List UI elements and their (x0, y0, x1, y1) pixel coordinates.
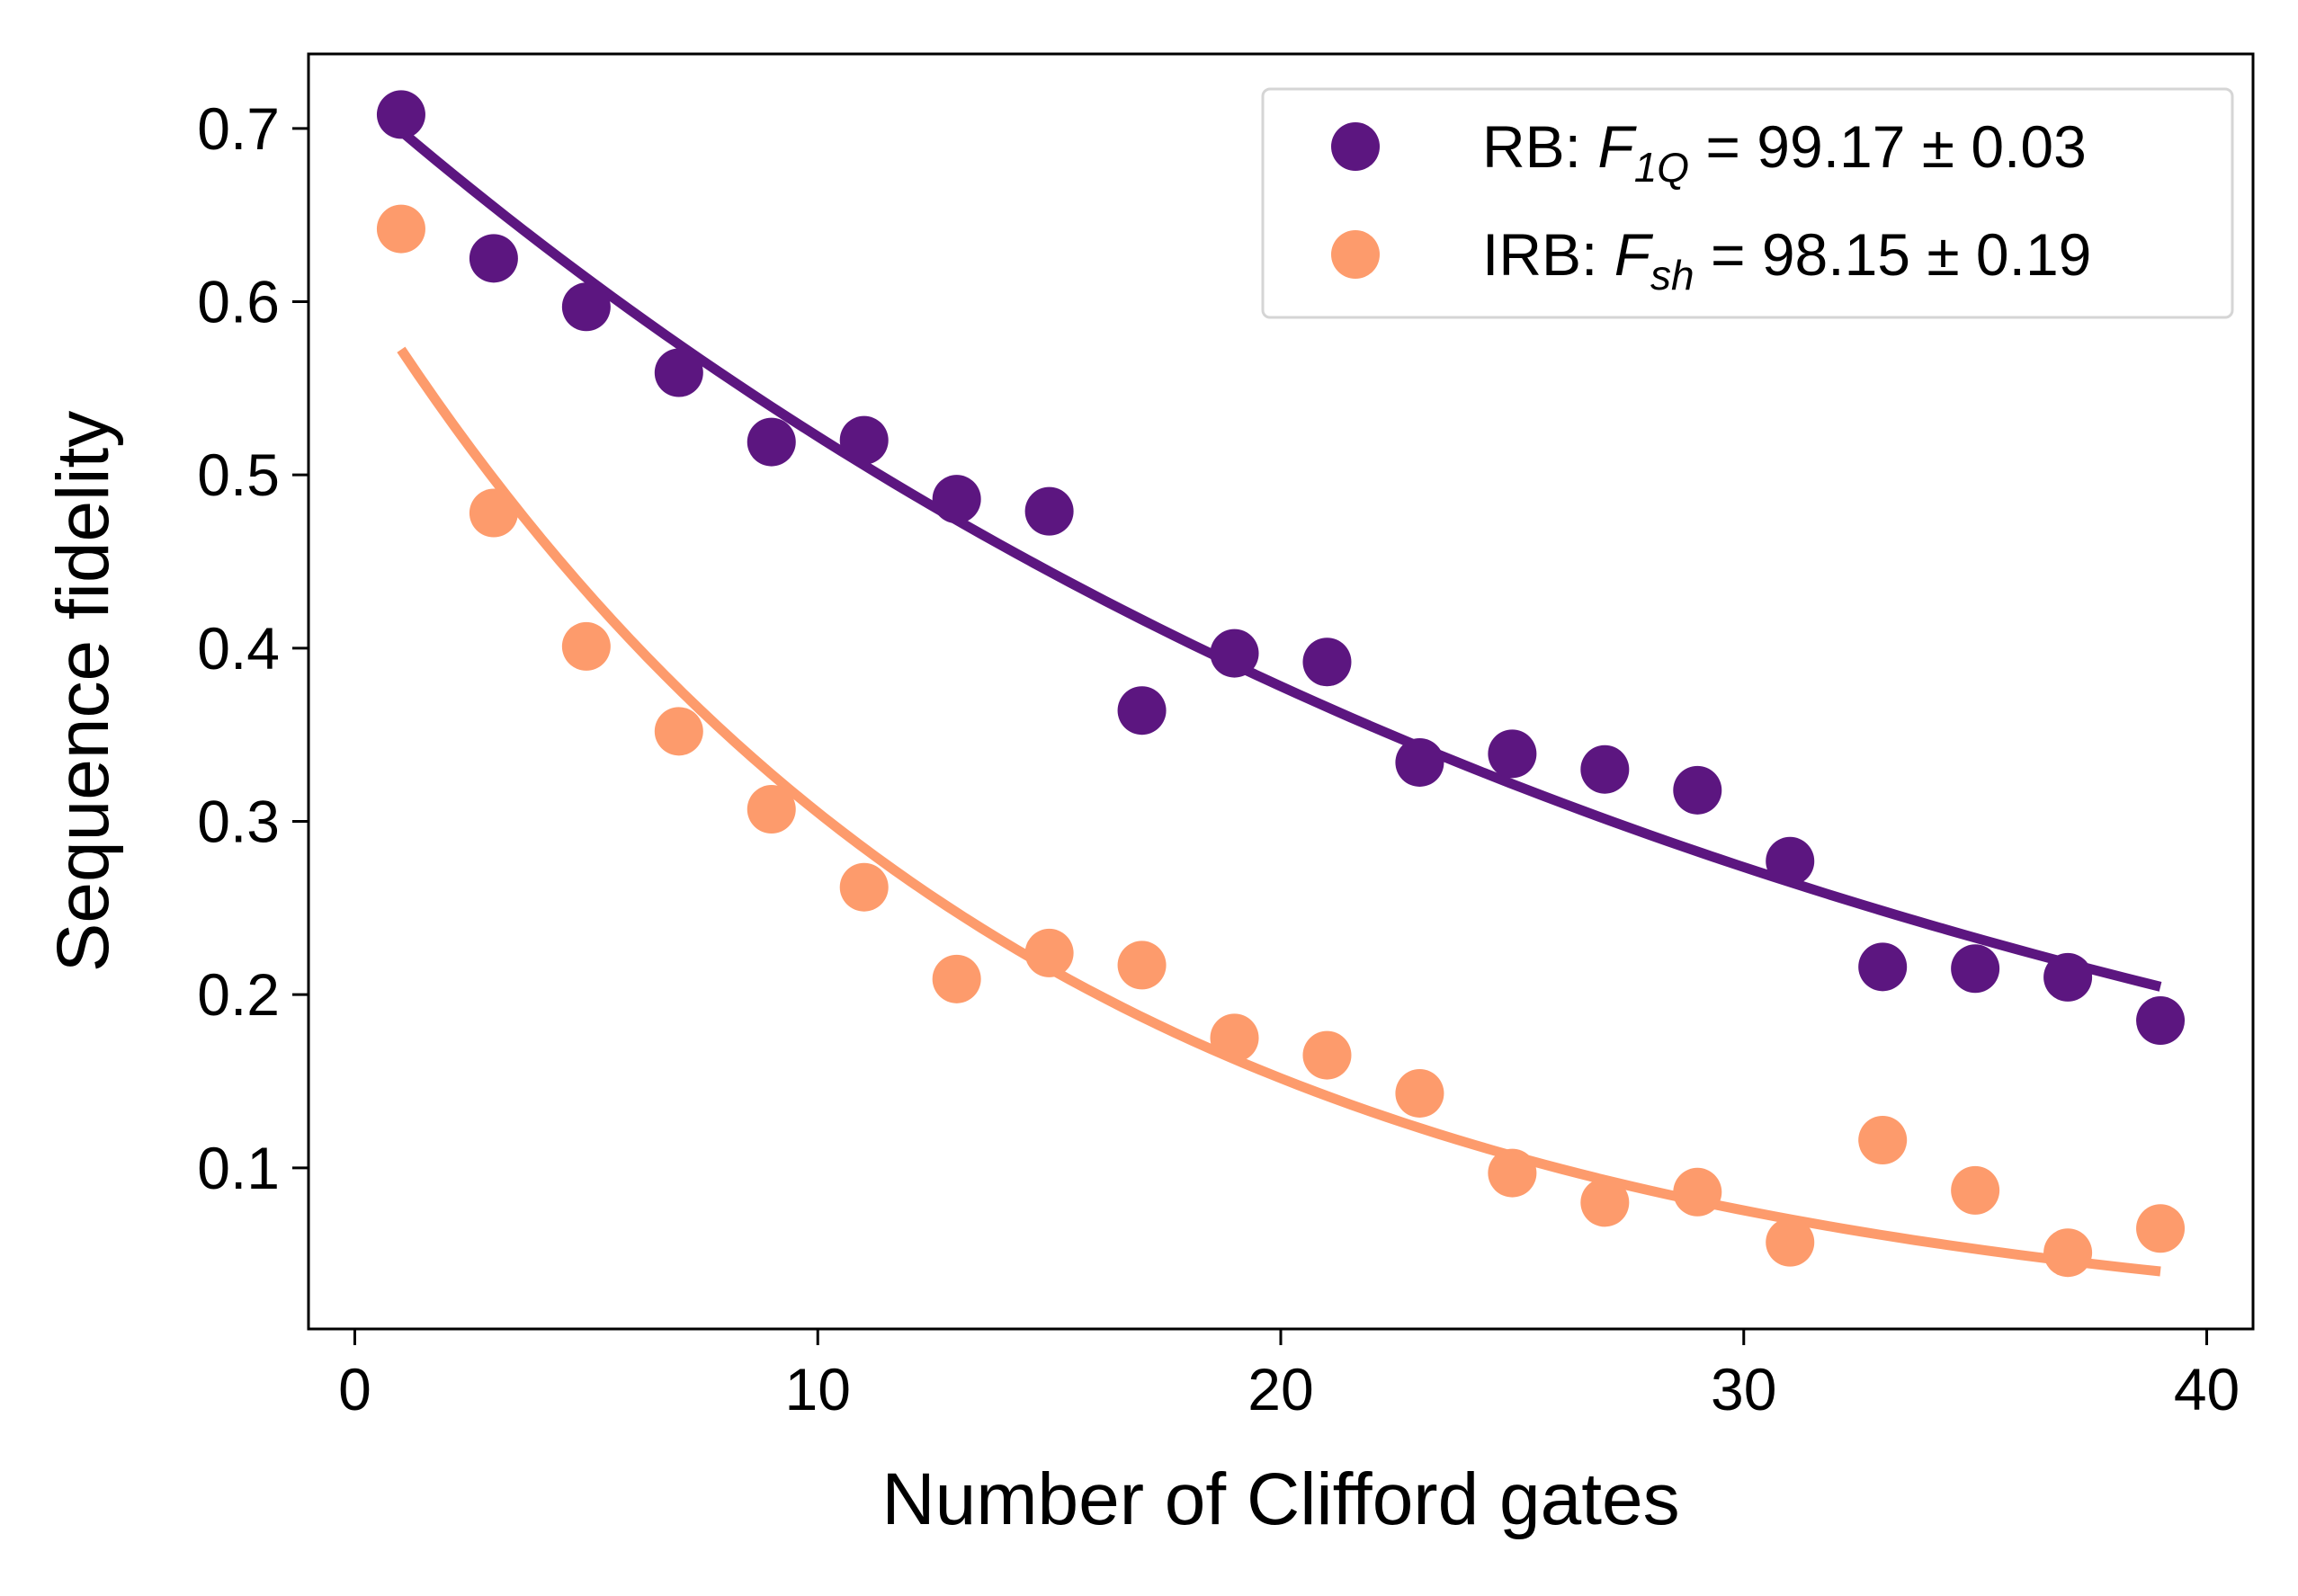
irb-data-point (1488, 1148, 1537, 1198)
rb-data-point (1951, 944, 2000, 994)
y-tick-label: 0.7 (197, 95, 280, 162)
rb-legend-marker (1331, 122, 1380, 171)
legend: RB: F1Q = 99.17 ± 0.03 IRB: Fsh = 98.15 ±… (1261, 87, 2234, 319)
irb-data-point (1024, 928, 1074, 977)
y-tick-label: 0.2 (197, 961, 280, 1028)
rb-data-point (932, 475, 981, 524)
irb-data-point (839, 862, 889, 912)
rb-data-point (747, 417, 796, 467)
irb-legend-marker (1331, 230, 1380, 279)
rb-data-point (1488, 729, 1537, 779)
rb-data-point (1302, 638, 1352, 687)
irb-data-point (1210, 1013, 1259, 1063)
rb-data-point (1210, 629, 1259, 678)
rb-data-point (654, 348, 703, 397)
y-axis: 0.1 0.2 0.3 0.4 0.5 0.6 0.7 (197, 95, 308, 1201)
rb-data-point (2043, 952, 2093, 1002)
rb-data-point (1395, 737, 1444, 787)
y-tick-label: 0.5 (197, 441, 280, 508)
y-tick-label: 0.6 (197, 269, 280, 335)
irb-data-point (1951, 1165, 2000, 1215)
chart-marks (376, 90, 2186, 1278)
rb-data-point (1766, 836, 1815, 886)
legend-frame (1261, 87, 2234, 319)
irb-fit-line (397, 346, 2161, 1277)
y-tick-label: 0.1 (197, 1135, 280, 1201)
y-axis-label: Sequence fidelity (42, 411, 124, 973)
x-tick-label: 40 (2174, 1356, 2240, 1422)
irb-data-point (1673, 1167, 1722, 1217)
rb-legend-label: RB: F1Q = 99.17 ± 0.03 (1482, 113, 2087, 191)
rb-data-point (1024, 486, 1074, 536)
x-tick-label: 10 (785, 1356, 851, 1422)
rb-data-point (839, 415, 889, 465)
irb-data-point (654, 707, 703, 756)
x-tick-label: 0 (338, 1356, 371, 1422)
rb-data-point (469, 234, 518, 283)
y-tick-label: 0.3 (197, 788, 280, 854)
rb-data-point (1580, 745, 1630, 794)
irb-data-point (469, 488, 518, 538)
rb-data-point (1673, 765, 1722, 815)
rb-data-point (1858, 942, 1908, 992)
irb-legend-label: IRB: Fsh = 98.15 ± 0.19 (1482, 221, 2091, 299)
irb-data-point (1117, 941, 1167, 990)
irb-data-point (747, 785, 796, 834)
irb-data-point (1766, 1217, 1815, 1267)
x-tick-label: 30 (1711, 1356, 1776, 1422)
x-tick-label: 20 (1247, 1356, 1313, 1422)
irb-data-point (932, 954, 981, 1003)
y-tick-label: 0.4 (197, 615, 280, 682)
rb-data-point (376, 90, 425, 139)
irb-data-point (2136, 1204, 2186, 1253)
irb-data-point (1580, 1178, 1630, 1227)
rb-data-point (561, 282, 611, 332)
irb-data-point (1858, 1115, 1908, 1164)
irb-data-point (2043, 1228, 2093, 1278)
x-axis-label: Number of Clifford gates (881, 1458, 1679, 1540)
irb-data-point (561, 621, 611, 671)
x-axis: 0 10 20 30 40 (338, 1329, 2240, 1422)
rb-data-point (1117, 686, 1167, 736)
rb-data-point (2136, 996, 2186, 1046)
irb-data-point (376, 204, 425, 254)
irb-data-point (1302, 1030, 1352, 1080)
irb-data-point (1395, 1068, 1444, 1118)
